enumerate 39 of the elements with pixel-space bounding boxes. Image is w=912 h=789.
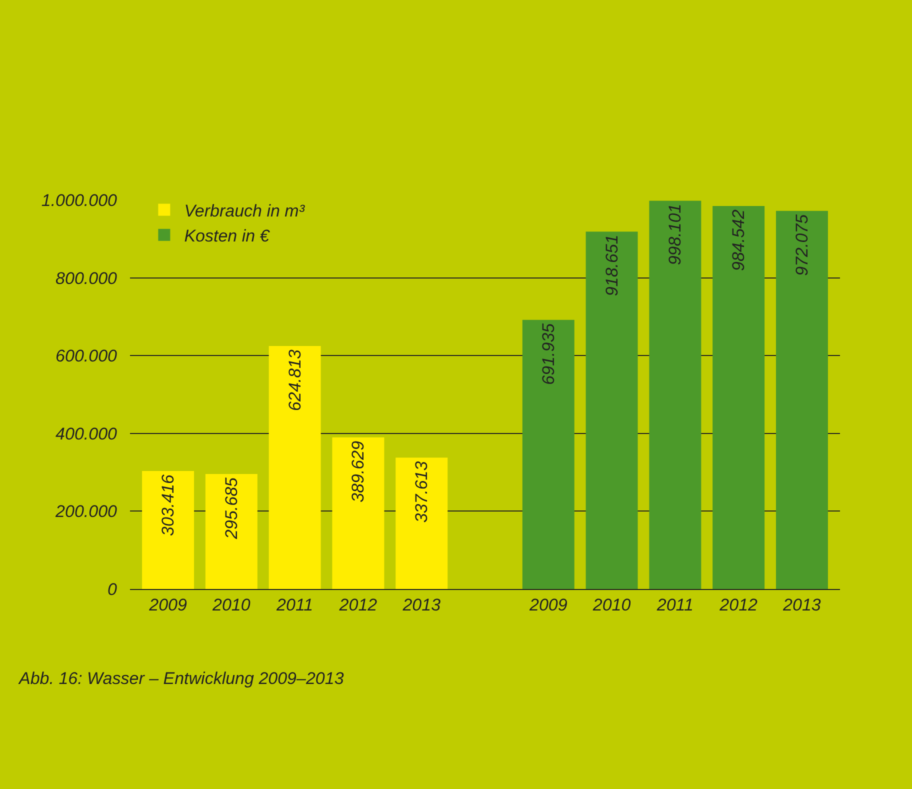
x-tick-label: 2012 (718, 595, 758, 614)
bar (776, 210, 828, 589)
x-tick-label: 2011 (276, 595, 314, 614)
x-tick-label: 2011 (656, 595, 694, 614)
x-tick-label: 2013 (782, 595, 822, 614)
x-tick-label: 2012 (338, 595, 378, 614)
bar (332, 437, 384, 589)
data-label: 918.651 (602, 234, 622, 296)
caption: Abb. 16: Wasser – Entwicklung 2009–2013 (18, 669, 344, 688)
y-tick-label: 0 (108, 580, 118, 599)
y-tick-label: 1.000.000 (41, 190, 118, 210)
bar (586, 232, 638, 589)
y-tick-label: 600.000 (56, 346, 118, 366)
data-label: 337.613 (412, 460, 432, 523)
data-label: 624.813 (285, 348, 304, 411)
data-label: 691.935 (538, 322, 558, 385)
y-tick-label: 800.000 (56, 268, 118, 288)
x-tick-label: 2009 (528, 595, 568, 614)
legend-label: Kosten in € (184, 226, 271, 246)
bar (649, 200, 702, 589)
data-label: 972.075 (792, 214, 812, 276)
x-tick-label: 2010 (212, 595, 251, 614)
bar (205, 474, 258, 589)
x-tick-label: 2009 (148, 595, 188, 614)
data-label: 303.416 (158, 474, 178, 536)
bar (142, 470, 194, 589)
x-tick-label: 2010 (592, 595, 632, 614)
data-label: 984.542 (729, 209, 748, 272)
data-label: 389.629 (348, 440, 368, 502)
y-tick-label: 400.000 (56, 424, 118, 444)
bar (522, 320, 574, 589)
bar (712, 206, 765, 589)
legend-label: Verbrauch in m³ (184, 201, 306, 220)
bar (396, 458, 448, 589)
y-tick-label: 200.000 (54, 502, 118, 522)
data-label: 998.101 (666, 204, 685, 266)
bar (268, 346, 321, 589)
x-tick-label: 2013 (402, 595, 442, 614)
data-label: 295.685 (222, 476, 241, 540)
